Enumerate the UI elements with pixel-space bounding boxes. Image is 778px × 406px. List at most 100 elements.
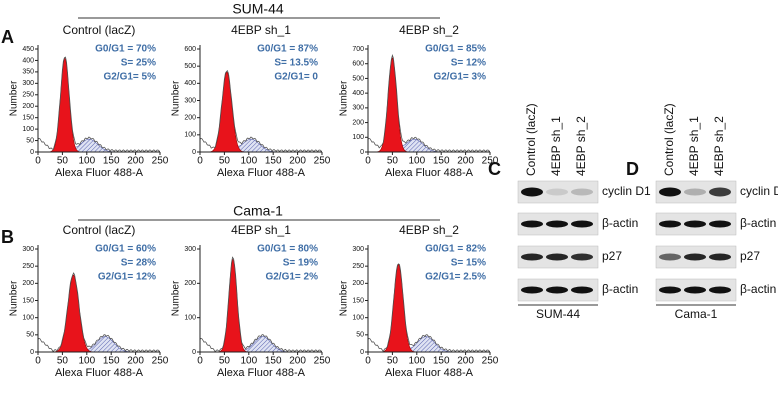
x-tick-label: 250 (482, 356, 499, 367)
y-tick-label: 150 (22, 297, 34, 304)
x-tick-label: 200 (127, 156, 144, 167)
x-tick-label: 250 (152, 156, 169, 167)
cell-cycle-stat: G0/G1 = 60% (95, 244, 156, 255)
band (684, 286, 706, 294)
x-tick-label: 100 (78, 356, 95, 367)
x-axis-label: Alexa Fluor 488-A (55, 167, 144, 179)
band (546, 220, 568, 228)
row-label: cyclin D1 (602, 184, 651, 198)
y-tick-label: 200 (184, 115, 196, 122)
x-tick-label: 200 (457, 356, 474, 367)
band (521, 187, 543, 197)
band (684, 253, 706, 261)
y-tick-label: 300 (22, 246, 34, 253)
y-tick-label: 100 (22, 315, 34, 322)
x-tick-label: 150 (103, 356, 120, 367)
histogram-outline (367, 53, 491, 153)
y-axis-label: Number (339, 280, 350, 316)
x-tick-label: 150 (433, 156, 450, 167)
x-tick-label: 100 (408, 156, 425, 167)
y-tick-label: 300 (184, 246, 196, 253)
cell-cycle-stat: S= 12% (451, 58, 486, 69)
y-tick-label: 250 (22, 92, 34, 99)
x-tick-label: 0 (365, 356, 371, 367)
cell-line-title: Cama-1 (233, 203, 283, 219)
cell-cycle-stat: G0/G1 = 87% (257, 44, 318, 55)
x-axis-label: Alexa Fluor 488-A (385, 367, 474, 379)
x-tick-label: 150 (433, 356, 450, 367)
plot-title: 4EBP sh_1 (231, 223, 291, 237)
row-label: cyclin D1 (740, 184, 778, 198)
plot-title: Control (lacZ) (63, 223, 136, 237)
histogram-outline (199, 70, 323, 153)
y-tick-label: 100 (22, 126, 34, 133)
band (709, 286, 731, 294)
plot-title: 4EBP sh_2 (399, 223, 459, 237)
x-tick-label: 100 (408, 356, 425, 367)
cell-cycle-stat: G0/G1 = 85% (425, 44, 486, 55)
y-tick-label: 50 (26, 332, 34, 339)
y-tick-label: 150 (22, 115, 34, 122)
x-tick-label: 150 (103, 156, 120, 167)
y-tick-label: 300 (352, 246, 364, 253)
y-tick-label: 100 (352, 315, 364, 322)
x-tick-label: 250 (314, 356, 331, 367)
band (521, 286, 543, 294)
lane-label: 4EBP sh_2 (574, 116, 588, 176)
y-tick-label: 0 (360, 149, 364, 156)
y-tick-label: 250 (352, 263, 364, 270)
y-tick-label: 250 (22, 263, 34, 270)
cell-cycle-stat: G2/G1= 12% (98, 272, 156, 283)
y-tick-label: 100 (184, 132, 196, 139)
plot-title: 4EBP sh_2 (399, 23, 459, 37)
x-axis-label: Alexa Fluor 488-A (385, 167, 474, 179)
row-label: β-actin (602, 282, 638, 296)
cell-line-label: SUM-44 (536, 307, 580, 321)
y-tick-label: 400 (352, 90, 364, 97)
panel-label: B (1, 227, 14, 247)
y-tick-label: 100 (352, 134, 364, 141)
y-tick-label: 300 (184, 97, 196, 104)
y-tick-label: 500 (184, 63, 196, 70)
row-label: p27 (602, 249, 622, 263)
x-tick-label: 50 (219, 156, 231, 167)
y-tick-label: 200 (22, 280, 34, 287)
band (571, 286, 593, 294)
x-tick-label: 150 (265, 356, 282, 367)
y-tick-label: 100 (184, 315, 196, 322)
blot-strip (655, 180, 737, 204)
y-tick-label: 150 (352, 297, 364, 304)
lane-label: Control (lacZ) (524, 103, 538, 176)
row-label: β-actin (602, 216, 638, 230)
band (659, 286, 681, 294)
cell-cycle-stat: G2/G1= 0 (274, 72, 318, 83)
x-axis-label: Alexa Fluor 488-A (55, 367, 144, 379)
histogram-outline (37, 272, 161, 353)
x-tick-label: 200 (289, 156, 306, 167)
y-tick-label: 200 (352, 119, 364, 126)
histogram-outline (37, 56, 161, 153)
x-axis-label: Alexa Fluor 488-A (217, 367, 306, 379)
cell-cycle-stat: G2/G1= 3% (433, 72, 486, 83)
s-phase-area (71, 138, 127, 153)
s-phase-area (80, 336, 155, 353)
x-tick-label: 250 (314, 156, 331, 167)
band (659, 187, 681, 197)
cell-line-label: Cama-1 (675, 307, 718, 321)
band (709, 220, 731, 228)
band (684, 188, 706, 196)
x-tick-label: 150 (265, 156, 282, 167)
y-tick-label: 700 (352, 46, 364, 53)
y-axis-label: Number (9, 80, 20, 116)
lane-label: Control (lacZ) (662, 103, 676, 176)
x-tick-label: 50 (387, 156, 399, 167)
y-axis-label: Number (171, 80, 182, 116)
y-tick-label: 400 (22, 57, 34, 64)
x-tick-label: 200 (127, 356, 144, 367)
cell-cycle-stat: G0/G1 = 82% (425, 244, 486, 255)
cell-cycle-stat: G2/G1= 5% (103, 72, 156, 83)
x-tick-label: 0 (35, 156, 41, 167)
band (546, 286, 568, 294)
cell-cycle-stat: G2/G1= 2.5% (425, 272, 486, 283)
